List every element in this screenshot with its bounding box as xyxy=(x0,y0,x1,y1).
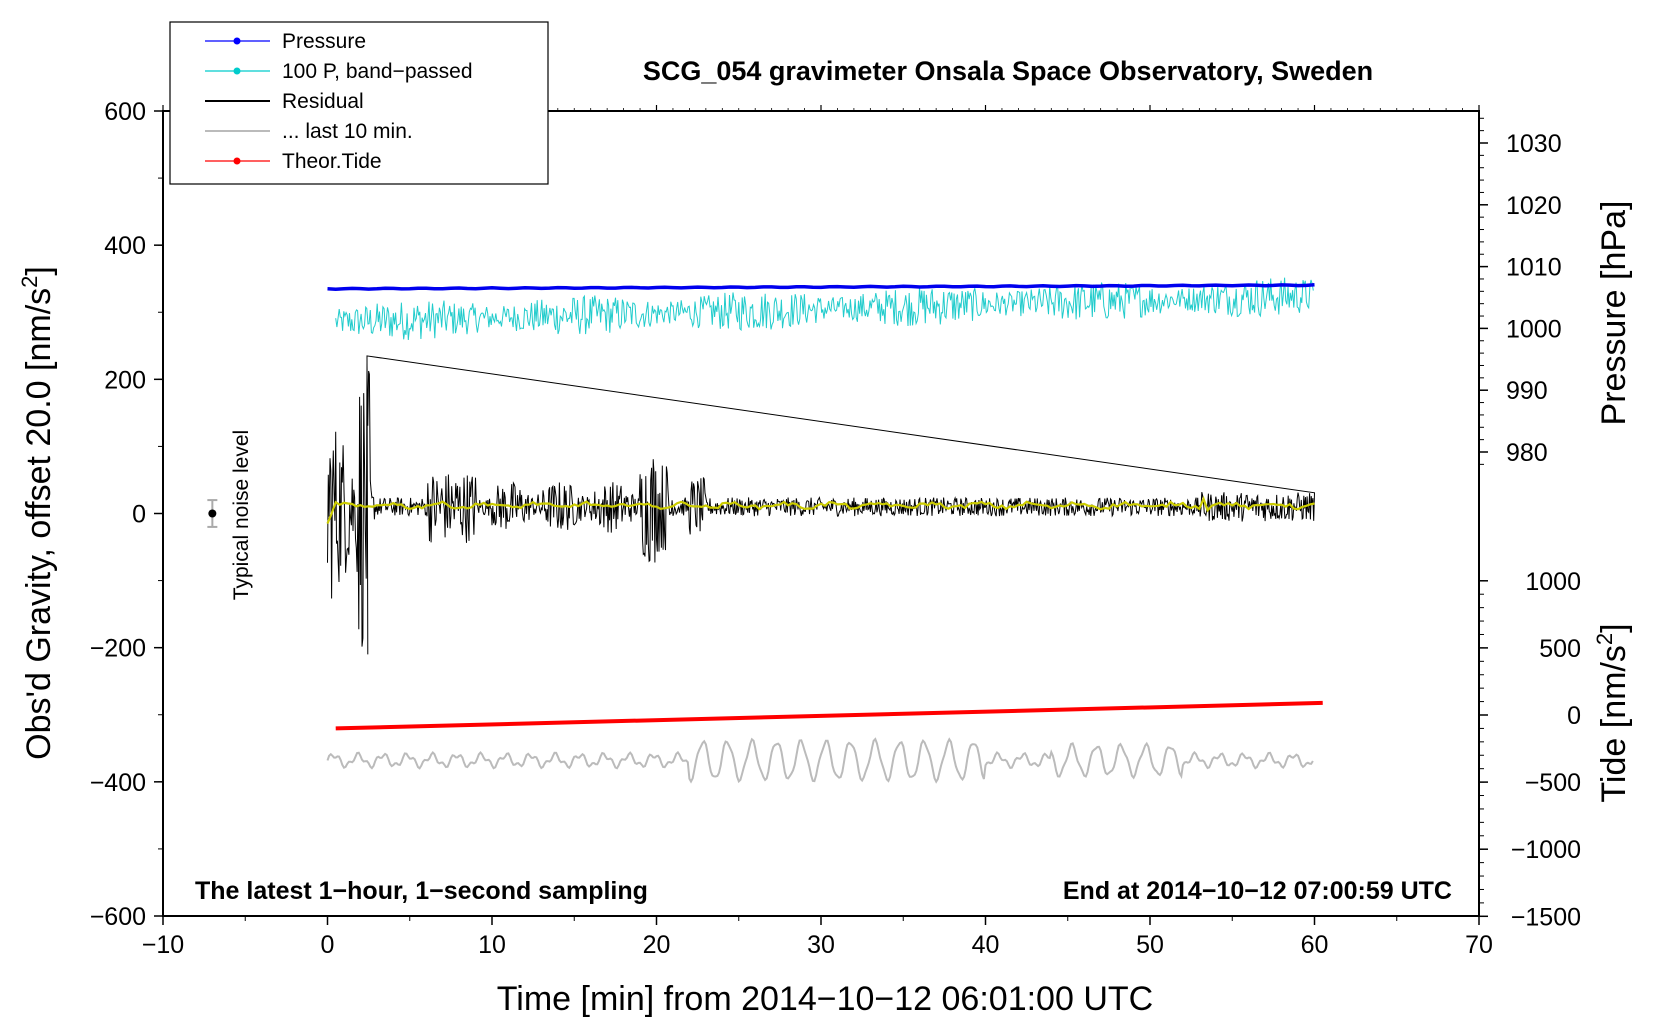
legend-label-tide: Theor.Tide xyxy=(282,150,382,173)
series-residual-line xyxy=(327,355,1316,655)
noise-point xyxy=(208,509,217,518)
y-tick-label: −200 xyxy=(90,635,146,663)
tide-tick-label: −500 xyxy=(1525,769,1581,797)
pressure-tick-label: 1020 xyxy=(1506,192,1562,220)
annotation-left: The latest 1−hour, 1−second sampling xyxy=(195,877,648,905)
y-tick-label: −400 xyxy=(90,769,146,797)
series-pressure-line xyxy=(327,283,1315,291)
series-bandpassed-line xyxy=(335,277,1314,341)
series-tide-line xyxy=(335,700,1323,731)
tide-tick-label: −1000 xyxy=(1511,836,1581,864)
legend-marker-bandpassed xyxy=(233,67,241,75)
legend-box xyxy=(169,21,549,185)
legend-marker-tide xyxy=(233,157,241,165)
tide-axis-title-main: Tide [nm/s xyxy=(1595,645,1633,802)
legend-label-residual: Residual xyxy=(282,90,364,113)
y-tick-label: 600 xyxy=(104,98,146,126)
tide-axis-title-sup: 2 xyxy=(1592,633,1617,645)
x-tick-label: 10 xyxy=(478,931,506,959)
x-tick-label: 50 xyxy=(1136,931,1164,959)
legend-entry-last10: ... last 10 min. xyxy=(205,120,413,143)
pressure-tick-label: 1010 xyxy=(1506,254,1562,282)
x-tick-label: 70 xyxy=(1465,931,1493,959)
y-tick-label: −600 xyxy=(90,903,146,931)
legend-label-last10: ... last 10 min. xyxy=(282,120,413,143)
legend-entry-pressure: Pressure xyxy=(205,30,366,53)
x-tick-label: 0 xyxy=(321,931,335,959)
pressure-tick-label: 990 xyxy=(1506,377,1548,405)
series-residual-smoothed-line xyxy=(326,495,1315,525)
tide-tick-label: 0 xyxy=(1567,702,1581,730)
y-tick-label: 0 xyxy=(132,501,146,529)
legend-entry-bandpassed: 100 P, band−passed xyxy=(205,60,473,83)
tide-tick-label: 500 xyxy=(1539,635,1581,663)
legend-label-bandpassed: 100 P, band−passed xyxy=(282,60,473,83)
x-tick-label: 60 xyxy=(1301,931,1329,959)
legend-marker-pressure xyxy=(233,37,241,45)
y-axis-title-end: ] xyxy=(20,266,58,275)
annotation-right: End at 2014−10−12 07:00:59 UTC xyxy=(1063,877,1452,905)
y-axis-title-main: Obs'd Gravity, offset 20.0 [nm/s xyxy=(20,288,58,760)
x-tick-label: 20 xyxy=(643,931,671,959)
noise-marker-label: Typical noise level xyxy=(230,430,253,600)
pressure-tick-label: 980 xyxy=(1506,439,1548,467)
series-layer xyxy=(326,277,1323,784)
pressure-tick-label: 1000 xyxy=(1506,315,1562,343)
chart-title: SCG_054 gravimeter Onsala Space Observat… xyxy=(643,56,1373,86)
x-axis-title: Time [min] from 2014−10−12 06:01:00 UTC xyxy=(497,980,1153,1018)
legend-label-pressure: Pressure xyxy=(282,30,366,53)
pressure-axis-title: Pressure [hPa] xyxy=(1595,201,1633,426)
noise-marker xyxy=(207,499,218,528)
y-tick-label: 200 xyxy=(104,366,146,394)
y-axis-title: Obs'd Gravity, offset 20.0 [nm/s2] xyxy=(17,266,58,760)
tide-axis-title: Tide [nm/s2] xyxy=(1592,623,1633,802)
legend-entry-residual: Residual xyxy=(205,90,364,113)
x-tick-label: −10 xyxy=(142,931,184,959)
pressure-tick-label: 1030 xyxy=(1506,130,1562,158)
tick-layer: −10 0 10 20 30 40 50 60 70−600−400−2000200400600… xyxy=(90,98,1581,959)
tide-tick-label: 1000 xyxy=(1525,568,1581,596)
x-tick-label: 40 xyxy=(972,931,1000,959)
tide-axis-title-end: ] xyxy=(1595,623,1633,632)
series-last10-line xyxy=(326,737,1314,784)
y-axis-title-sup: 2 xyxy=(17,276,42,288)
y-tick-label: 400 xyxy=(104,232,146,260)
legend-entry-tide: Theor.Tide xyxy=(205,150,382,173)
tide-tick-label: −1500 xyxy=(1511,903,1581,931)
x-tick-label: 30 xyxy=(807,931,835,959)
